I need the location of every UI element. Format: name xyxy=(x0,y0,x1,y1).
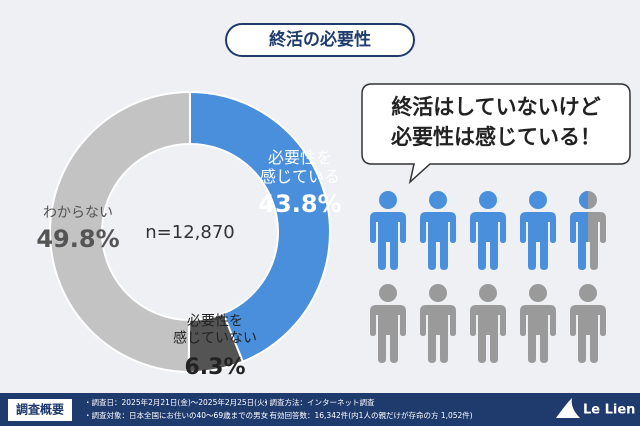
category-label: わからない xyxy=(43,205,113,221)
donut-segment xyxy=(49,90,191,374)
footer-heading-box xyxy=(8,399,72,421)
footer-item: ・調査対象：日本全国にお住いの40～69歳までの男女 xyxy=(84,410,269,420)
logo: Le Lien xyxy=(583,403,635,418)
category-label: 感じていない xyxy=(173,330,257,347)
value-label: 43.8% xyxy=(258,190,341,218)
callout-line: 終活はしていないけど xyxy=(391,95,600,119)
footer-item: ・調査日：2025年2月21日(金)～2025年2月25日(火) xyxy=(84,397,268,407)
footer-heading: 調査概要 xyxy=(16,402,64,417)
value-label: 49.8% xyxy=(36,225,119,253)
category-label: 必要性を xyxy=(268,148,332,167)
footer-item: ・有効回答数：16,342件(内1人の親だけが存命の方 1,052件) xyxy=(262,410,473,420)
callout-line: 必要性は感じている！ xyxy=(391,125,601,149)
footer-band xyxy=(0,393,640,426)
logo-mark xyxy=(556,398,580,418)
value-label: 6.3% xyxy=(184,355,245,380)
chart-title: 終活の必要性 xyxy=(269,29,371,50)
title-pill xyxy=(225,23,415,57)
category-label: 必要性を xyxy=(187,314,243,330)
category-label: 感じている xyxy=(260,167,340,186)
donut-segment xyxy=(189,90,331,363)
footer-item: ・調査方法：インターネット調査 xyxy=(262,397,375,407)
donut xyxy=(49,90,331,374)
center-label: n=12,870 xyxy=(145,222,234,243)
speech-bubble xyxy=(361,83,631,185)
